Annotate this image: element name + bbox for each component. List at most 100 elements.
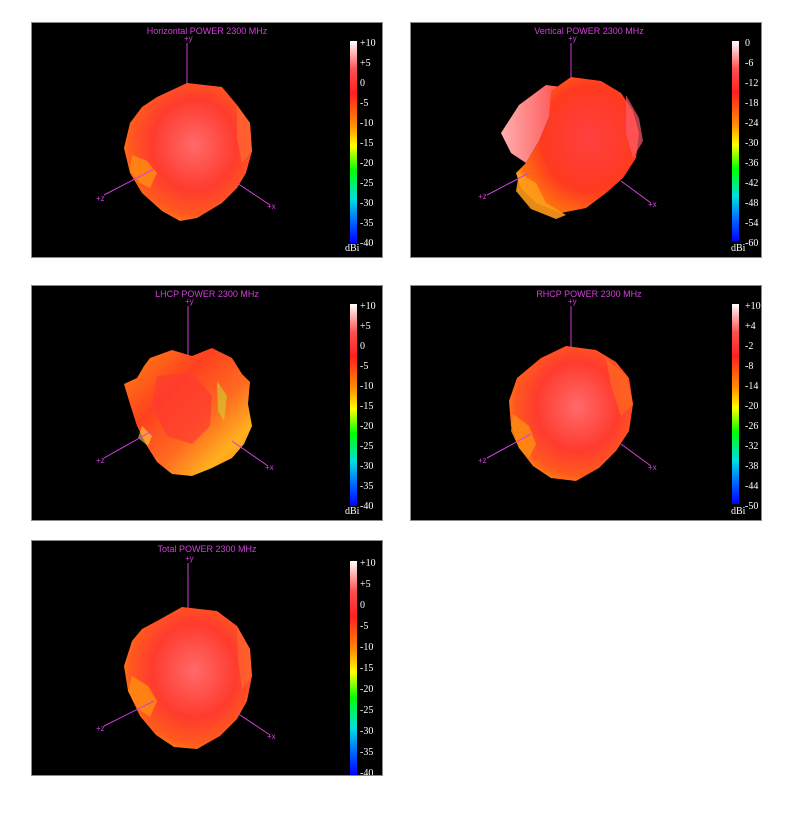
colorbar-tick-label: 0 bbox=[360, 78, 365, 89]
colorbar: +10 +5 0 -5 -10 -15 -20 -25 -30 -35 -40 … bbox=[345, 38, 376, 254]
colorbar-tick-label: -15 bbox=[360, 401, 373, 412]
colorbar-tick-label: -25 bbox=[360, 705, 373, 716]
colorbar-tick-label: -15 bbox=[360, 138, 373, 149]
colorbar-tick-label: -54 bbox=[745, 218, 758, 229]
colorbar-tick-label: -60 bbox=[745, 238, 758, 249]
colorbar-tick-label: -35 bbox=[360, 218, 373, 229]
colorbar-tick-label: -10 bbox=[360, 642, 373, 653]
radiation-pattern-surface bbox=[124, 607, 252, 749]
pattern-panel-lhcp: LHCP POWER 2300 MHz +y +x +z +10 +5 0 -5… bbox=[31, 285, 383, 521]
pattern-panel-vertical: Vertical POWER 2300 MHz +y +x +z 0 -6 -1… bbox=[410, 22, 762, 258]
colorbar-tick-label: +4 bbox=[745, 321, 756, 332]
colorbar-tick-label: -44 bbox=[745, 481, 758, 492]
pattern-panel-rhcp: RHCP POWER 2300 MHz +y +x +z +10 +4 -2 -… bbox=[410, 285, 762, 521]
z-axis-line bbox=[103, 168, 155, 196]
colorbar-unit: dBi bbox=[345, 775, 360, 776]
pattern-panel-total: Total POWER 2300 MHz +y +x +z +10 +5 0 -… bbox=[31, 540, 383, 776]
z-axis-line bbox=[486, 172, 530, 196]
colorbar-tick-label: -10 bbox=[360, 118, 373, 129]
colorbar: 0 -6 -12 -18 -24 -30 -36 -42 -48 -54 -60… bbox=[731, 38, 758, 254]
x-axis-line bbox=[236, 182, 271, 206]
x-axis-line bbox=[620, 443, 652, 467]
colorbar-tick-label: +10 bbox=[360, 301, 376, 312]
colorbar-tick-label: -42 bbox=[745, 178, 758, 189]
x-axis-line bbox=[231, 440, 269, 467]
x-axis-label: +x bbox=[267, 202, 276, 211]
colorbar-tick-label: -40 bbox=[360, 501, 373, 512]
x-axis-label: +x bbox=[267, 732, 276, 741]
colorbar-tick-label: -25 bbox=[360, 178, 373, 189]
colorbar-tick-label: -48 bbox=[745, 198, 758, 209]
colorbar-tick-label: -36 bbox=[745, 158, 758, 169]
colorbar: +10 +5 0 -5 -10 -15 -20 -25 -30 -35 -40 … bbox=[345, 558, 376, 776]
y-axis-label: +y bbox=[568, 297, 577, 306]
radiation-pattern-surface bbox=[124, 83, 252, 221]
z-axis-line bbox=[486, 433, 532, 459]
radiation-pattern-surface bbox=[509, 346, 633, 481]
y-axis-label: +y bbox=[568, 34, 577, 43]
z-axis-label: +z bbox=[96, 456, 105, 465]
colorbar-tick-label: -10 bbox=[360, 381, 373, 392]
y-axis-label: +y bbox=[184, 34, 193, 43]
colorbar-tick-label: -35 bbox=[360, 481, 373, 492]
colorbar-tick-label: -30 bbox=[360, 461, 373, 472]
colorbar-tick-label: 0 bbox=[745, 38, 750, 49]
colorbar-tick-label: -35 bbox=[360, 747, 373, 758]
colorbar-tick-label: -26 bbox=[745, 421, 758, 432]
colorbar-tick-label: -5 bbox=[360, 98, 368, 109]
colorbar-tick-label: -32 bbox=[745, 441, 758, 452]
x-axis-label: +x bbox=[648, 200, 657, 209]
z-axis-label: +z bbox=[478, 192, 487, 201]
colorbar-tick-label: -50 bbox=[745, 501, 758, 512]
z-axis-line bbox=[103, 700, 155, 727]
colorbar-unit: dBi bbox=[345, 506, 360, 517]
colorbar-tick-label: -30 bbox=[360, 726, 373, 737]
x-axis-line bbox=[236, 712, 271, 736]
colorbar-tick-label: -40 bbox=[360, 768, 373, 776]
colorbar-tick-label: +5 bbox=[360, 579, 371, 590]
colorbar: +10 +4 -2 -8 -14 -20 -26 -32 -38 -44 -50… bbox=[731, 301, 761, 517]
colorbar-tick-label: 0 bbox=[360, 341, 365, 352]
colorbar-tick-label: -5 bbox=[360, 361, 368, 372]
x-axis-label: +x bbox=[648, 463, 657, 472]
z-axis-label: +z bbox=[96, 194, 105, 203]
radiation-pattern-surface bbox=[501, 77, 643, 219]
z-axis-line bbox=[103, 430, 153, 459]
colorbar-tick-label: 0 bbox=[360, 600, 365, 611]
colorbar-tick-label: -20 bbox=[745, 401, 758, 412]
colorbar-tick-label: -18 bbox=[745, 98, 758, 109]
z-axis-label: +z bbox=[478, 456, 487, 465]
colorbar-tick-label: -5 bbox=[360, 621, 368, 632]
colorbar-tick-label: -14 bbox=[745, 381, 758, 392]
radiation-pattern-surface bbox=[124, 348, 252, 476]
y-axis-label: +y bbox=[185, 297, 194, 306]
colorbar-tick-label: +10 bbox=[360, 558, 376, 569]
colorbar-tick-label: -30 bbox=[360, 198, 373, 209]
colorbar-tick-label: +10 bbox=[360, 38, 376, 49]
colorbar-tick-label: -24 bbox=[745, 118, 758, 129]
panel-title: LHCP POWER 2300 MHz bbox=[155, 289, 259, 299]
colorbar-unit: dBi bbox=[731, 243, 746, 254]
colorbar-tick-label: -20 bbox=[360, 158, 373, 169]
x-axis-line bbox=[620, 180, 652, 204]
colorbar-tick-label: -25 bbox=[360, 441, 373, 452]
colorbar-unit: dBi bbox=[731, 506, 746, 517]
colorbar-tick-label: -12 bbox=[745, 78, 758, 89]
colorbar-unit: dBi bbox=[345, 243, 360, 254]
colorbar-tick-label: -15 bbox=[360, 663, 373, 674]
colorbar-tick-label: -40 bbox=[360, 238, 373, 249]
z-axis-label: +z bbox=[96, 724, 105, 733]
colorbar-tick-label: -8 bbox=[745, 361, 753, 372]
colorbar-tick-label: +5 bbox=[360, 58, 371, 69]
colorbar-tick-label: +5 bbox=[360, 321, 371, 332]
colorbar-tick-label: -20 bbox=[360, 684, 373, 695]
y-axis-label: +y bbox=[185, 554, 194, 563]
colorbar-tick-label: +10 bbox=[745, 301, 761, 312]
colorbar-tick-label: -2 bbox=[745, 341, 753, 352]
panel-title: Total POWER 2300 MHz bbox=[157, 544, 257, 554]
panel-title: Horizontal POWER 2300 MHz bbox=[147, 26, 268, 36]
colorbar: +10 +5 0 -5 -10 -15 -20 -25 -30 -35 -40 … bbox=[345, 301, 376, 517]
pattern-panel-horizontal: Horizontal POWER 2300 MHz +y +x +z +10 +… bbox=[31, 22, 383, 258]
colorbar-tick-label: -20 bbox=[360, 421, 373, 432]
colorbar-tick-label: -6 bbox=[745, 58, 753, 69]
